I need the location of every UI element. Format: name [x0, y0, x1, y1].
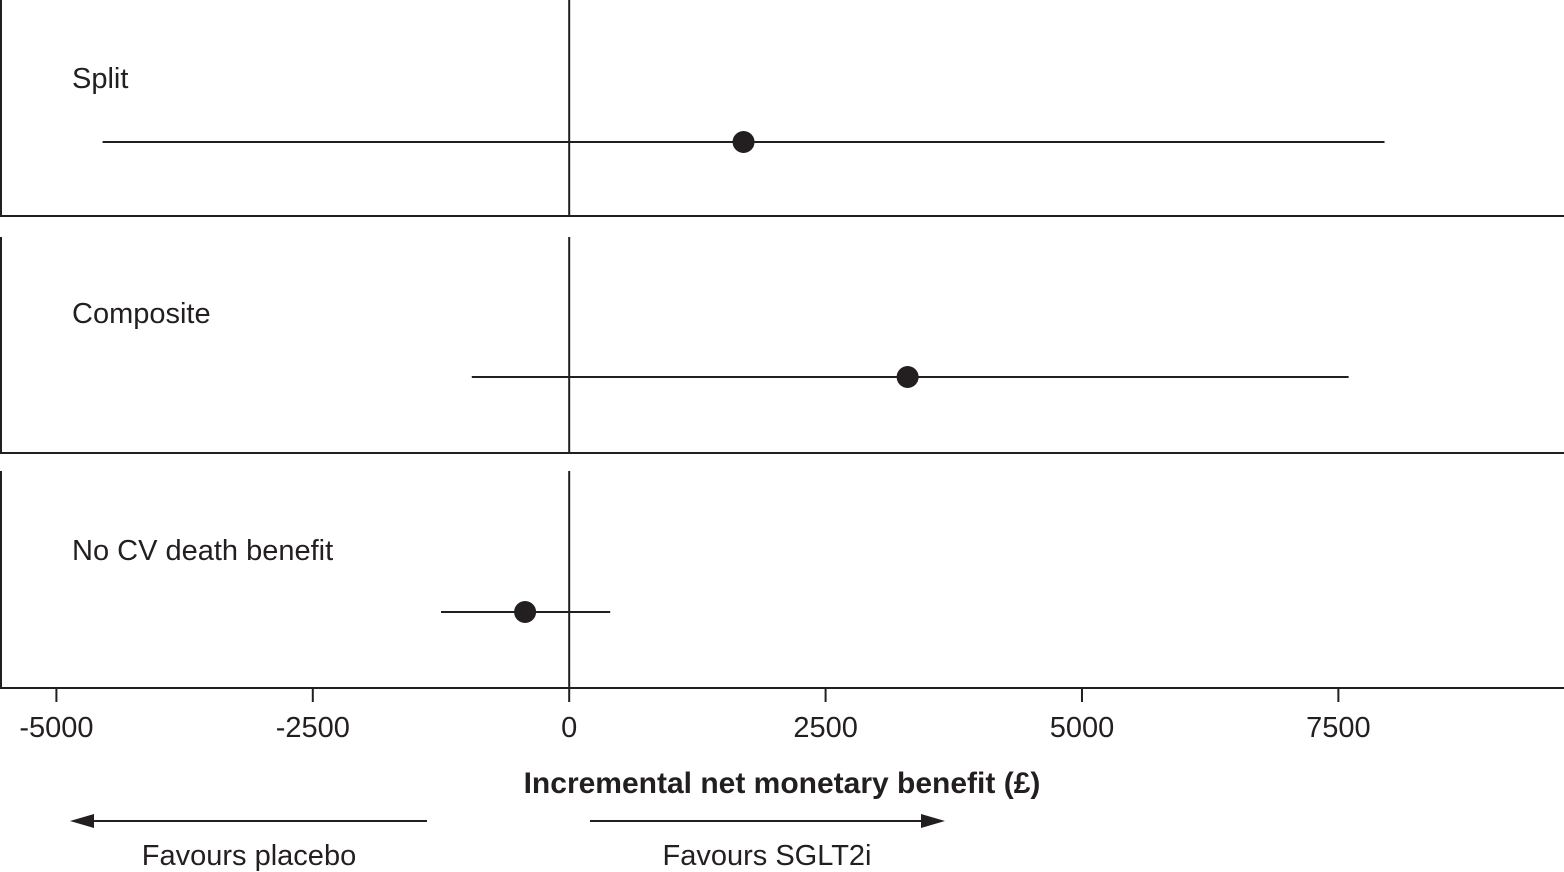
x-axis: -5000 -2500 0 2500 5000 7500	[19, 688, 1371, 744]
panels-group: Split Composite No CV death benefit	[0, 0, 1564, 689]
direction-indicators: Favours placebo Favours SGLT2i	[70, 814, 945, 872]
favours-sglt2i-label: Favours SGLT2i	[663, 840, 872, 872]
panel-3: No CV death benefit	[0, 471, 1564, 689]
panel-label: No CV death benefit	[72, 535, 333, 567]
point-estimate	[732, 131, 755, 153]
favours-placebo-indicator: Favours placebo	[70, 814, 427, 872]
point-estimate	[514, 601, 537, 623]
right-arrow-icon	[921, 814, 945, 828]
favours-sglt2i-indicator: Favours SGLT2i	[590, 814, 945, 872]
favours-placebo-label: Favours placebo	[142, 840, 356, 872]
x-tick-label: -5000	[19, 712, 93, 744]
x-axis-title: Incremental net monetary benefit (£)	[524, 767, 1041, 800]
x-tick-label: 5000	[1050, 712, 1115, 744]
left-arrow-icon	[70, 814, 94, 828]
panel-2: Composite	[0, 237, 1564, 454]
panel-label: Composite	[72, 298, 211, 330]
x-tick-label: 2500	[793, 712, 858, 744]
point-estimate	[896, 366, 919, 388]
x-tick-label: -2500	[276, 712, 350, 744]
panel-label: Split	[72, 63, 128, 95]
x-tick-label: 7500	[1306, 712, 1371, 744]
panel-1: Split	[0, 0, 1564, 217]
x-tick-label: 0	[561, 712, 577, 744]
